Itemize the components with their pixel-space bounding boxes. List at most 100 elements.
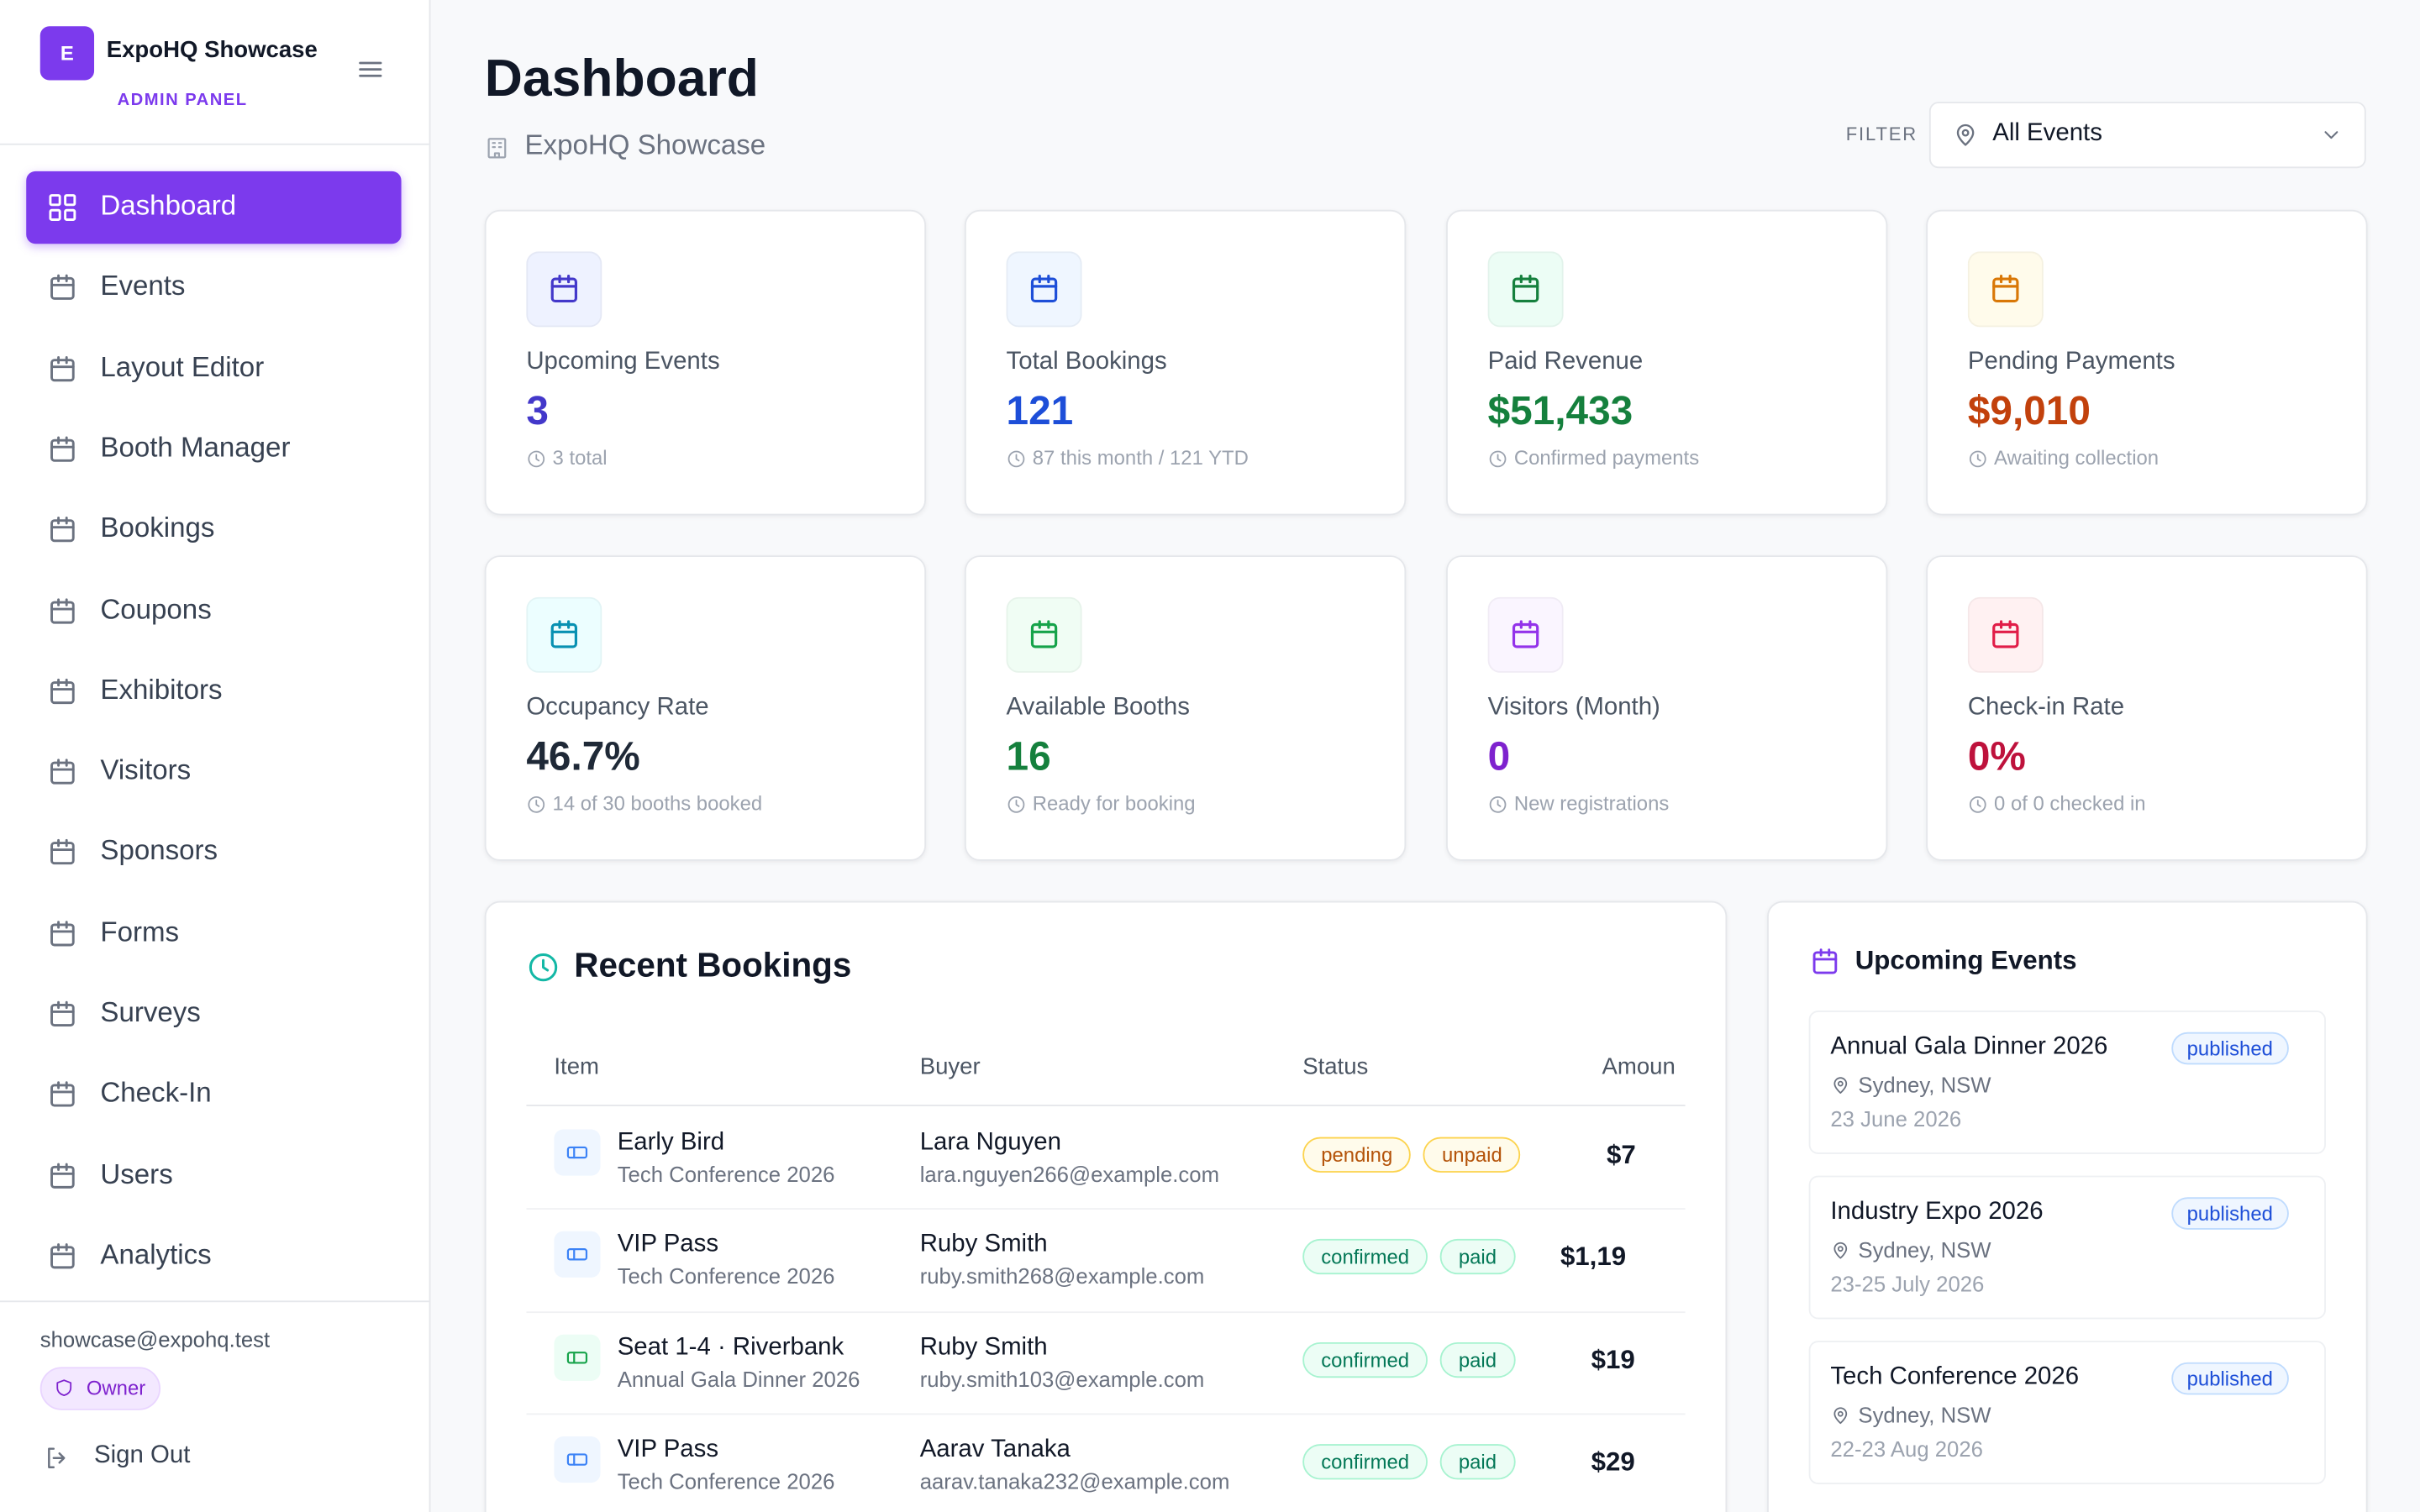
divider <box>0 143 429 145</box>
stat-label: Check-in Rate <box>1967 694 2125 721</box>
event-item[interactable]: Industry Expo 2026 published Sydney, NSW 23… <box>1808 1175 2326 1320</box>
stat-icon <box>1006 251 1082 328</box>
stat-label: Visitors (Month) <box>1487 694 1660 721</box>
item-name: VIP Pass <box>617 1436 719 1463</box>
icon <box>50 839 75 865</box>
stat-label: Upcoming Events <box>526 349 720 375</box>
stat-card: Total Bookings 121 87 this month / 121 YTD <box>964 209 1407 516</box>
stat-card: Occupancy Rate 46.7% 14 of 30 booths booke… <box>484 555 927 861</box>
event-item[interactable]: Annual Gala Dinner 2026 published Sydney, … <box>1808 1011 2326 1154</box>
event-date: 23 June 2026 <box>1830 1105 1962 1131</box>
event-date: 23-25 July 2026 <box>1830 1271 1985 1296</box>
amount: $29 <box>1591 1447 1635 1478</box>
nav-item[interactable]: Booth Manager <box>26 413 401 486</box>
icon <box>1992 274 2019 303</box>
column-header: Amoun <box>1602 1053 1676 1080</box>
icon <box>550 620 577 648</box>
event-name: Annual Gala Dinner 2026 <box>1830 1033 2108 1060</box>
stat-icon <box>1006 596 1082 673</box>
stat-icon <box>526 596 602 673</box>
stat-label: Paid Revenue <box>1487 349 1644 375</box>
event-item[interactable]: Tech Conference 2026 published Sydney, NSW… <box>1808 1341 2326 1484</box>
status-badge: confirmed <box>1302 1444 1428 1480</box>
sign-out[interactable]: Sign Out <box>94 1442 191 1469</box>
nav-item[interactable]: Sponsors <box>26 816 401 889</box>
icon <box>50 678 75 704</box>
icon <box>56 1379 72 1396</box>
nav-item[interactable]: Users <box>26 1140 401 1212</box>
icon <box>50 920 75 946</box>
filter-select[interactable]: All Events <box>1928 102 2366 169</box>
icon <box>1969 450 1986 468</box>
icon <box>1512 274 1539 303</box>
row-line <box>526 1310 1686 1313</box>
status-badge: confirmed <box>1302 1341 1428 1378</box>
status: confirmed paid <box>1302 1341 1528 1378</box>
row-line <box>526 1413 1686 1415</box>
status-badge: paid <box>1439 1341 1516 1378</box>
nav-item[interactable]: Visitors <box>26 736 401 808</box>
divider <box>0 1300 429 1303</box>
stat-card: Paid Revenue $51,433 Confirmed payments <box>1446 209 1888 516</box>
icon <box>50 275 75 301</box>
nav-label: Check-In <box>100 1077 212 1109</box>
stat-icon <box>526 251 602 328</box>
subtitle: ADMIN PANEL <box>117 91 248 110</box>
event-status: published <box>2171 1362 2289 1395</box>
row-line <box>526 1105 1686 1106</box>
nav-item[interactable]: Bookings <box>26 494 401 566</box>
buyer-email: ruby.smith103@example.com <box>919 1366 1205 1392</box>
column-header: Status <box>1302 1053 1369 1080</box>
stat-card: Check-in Rate 0% 0 of 0 checked in <box>1926 555 2368 861</box>
icon <box>50 355 75 381</box>
stat-note: New registrations <box>1513 791 1670 815</box>
icon <box>566 1453 588 1467</box>
icon <box>487 138 507 159</box>
table: Item Buyer Status Amoun Early Bird Tech Confe… <box>526 1038 1686 1512</box>
icon <box>48 1447 66 1468</box>
nav-label: Dashboard <box>100 189 237 221</box>
ticket-icon <box>554 1334 601 1381</box>
event-status: published <box>2171 1032 2289 1065</box>
stat-value: $9,010 <box>1967 387 2091 434</box>
nav-item[interactable]: Layout Editor <box>26 333 401 405</box>
icon <box>50 517 75 543</box>
nav-item[interactable]: Dashboard <box>26 171 402 244</box>
icon <box>1489 796 1507 813</box>
nav-item[interactable]: Exhibitors <box>26 655 401 727</box>
stat-icon <box>1967 251 2044 328</box>
nav-item[interactable]: Forms <box>26 897 401 969</box>
nav-label: Bookings <box>100 512 215 543</box>
status-badge: confirmed <box>1302 1239 1428 1275</box>
stat-card: Available Booths 16 Ready for booking <box>964 555 1407 861</box>
nav-item[interactable]: Surveys <box>26 978 401 1050</box>
icon <box>566 1248 588 1262</box>
stat-label: Total Bookings <box>1006 349 1167 375</box>
buyer-email: aarav.tanaka232@example.com <box>919 1468 1230 1494</box>
icon <box>529 953 558 982</box>
nav-item[interactable]: Check-In <box>26 1059 401 1131</box>
icon <box>50 436 75 462</box>
icon <box>1030 620 1058 648</box>
stat-value: 121 <box>1006 387 1074 434</box>
nav-item[interactable]: Analytics <box>26 1221 401 1293</box>
stat-label: Occupancy Rate <box>526 694 709 721</box>
nav-item[interactable]: Events <box>26 252 401 324</box>
nav-label: Users <box>100 1158 173 1189</box>
section-title: Upcoming Events <box>1854 945 2077 975</box>
page-subtitle: ExpoHQ Showcase <box>524 129 766 161</box>
icon <box>1969 796 1986 813</box>
icon <box>1007 796 1025 813</box>
stat-note: 0 of 0 checked in <box>1994 791 2146 815</box>
column-header: Item <box>554 1053 599 1080</box>
buyer-name: Aarav Tanaka <box>919 1436 1071 1463</box>
icon <box>550 274 577 303</box>
ticket-icon <box>554 1436 601 1483</box>
buyer-email: ruby.smith268@example.com <box>919 1264 1205 1289</box>
icon <box>50 1081 75 1108</box>
nav-item[interactable]: Coupons <box>26 575 401 647</box>
filter-label: FILTER <box>1845 123 1918 145</box>
stat-value: 46.7% <box>526 732 640 780</box>
nav-label: Coupons <box>100 593 212 624</box>
